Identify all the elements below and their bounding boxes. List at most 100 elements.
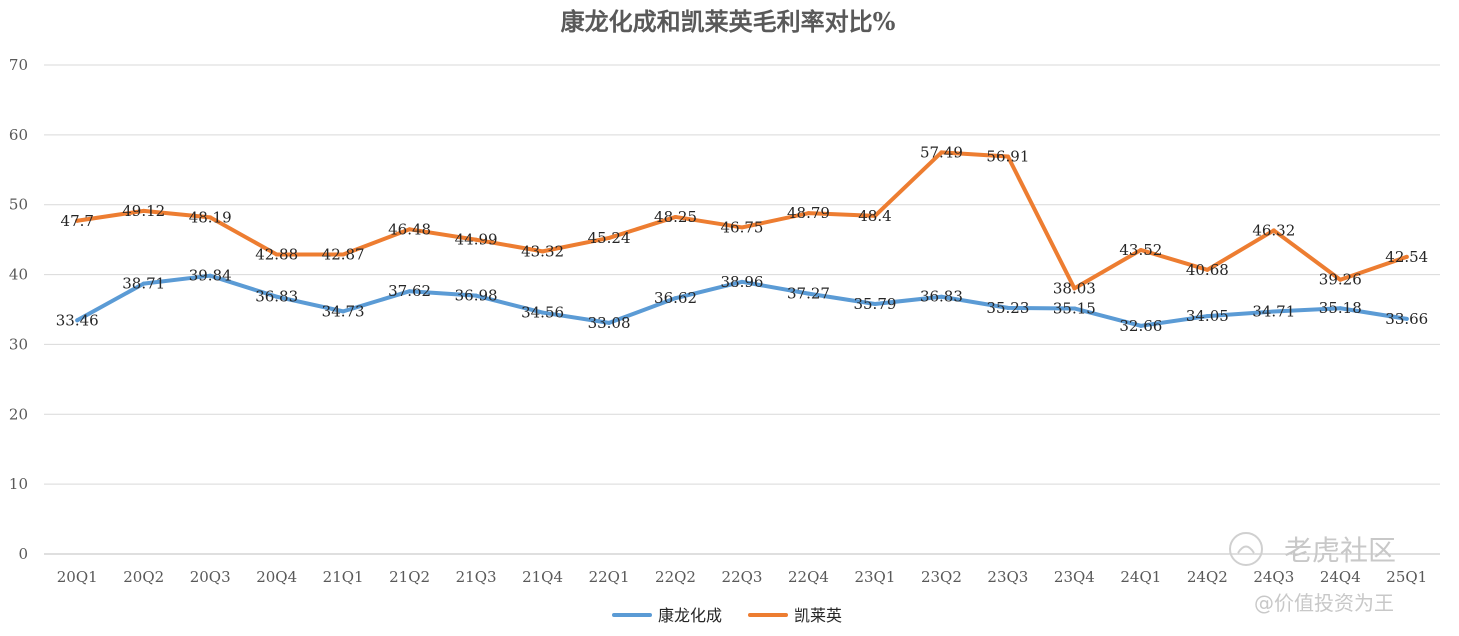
x-tick-label: 20Q2	[123, 568, 164, 586]
data-label: 56.91	[986, 147, 1029, 165]
data-point	[1338, 306, 1343, 311]
data-label: 37.62	[388, 282, 431, 300]
data-label: 36.62	[654, 289, 697, 307]
data-point	[1271, 228, 1276, 233]
y-tick-label: 70	[9, 56, 28, 74]
data-point	[1138, 323, 1143, 328]
data-label: 34.73	[322, 302, 365, 320]
legend: 康龙化成 凯莱英	[612, 606, 842, 625]
x-tick-label: 22Q4	[788, 568, 829, 586]
data-label: 42.87	[322, 246, 365, 264]
data-point	[474, 293, 479, 298]
data-point	[673, 214, 678, 219]
data-label: 49.12	[122, 202, 165, 220]
x-tick-label: 24Q2	[1187, 568, 1228, 586]
data-point	[607, 235, 612, 240]
data-label: 47.7	[61, 212, 94, 230]
watermark-logo-icon	[1229, 532, 1263, 566]
data-label: 33.46	[56, 311, 99, 329]
x-tick-label: 23Q1	[854, 568, 895, 586]
data-point	[540, 249, 545, 254]
watermark-logo-mark	[1237, 545, 1255, 554]
y-tick-label: 10	[9, 475, 28, 493]
y-tick-label: 30	[9, 335, 28, 353]
data-point	[939, 294, 944, 299]
data-point	[1205, 314, 1210, 319]
x-tick-label: 21Q2	[389, 568, 430, 586]
data-point	[806, 211, 811, 216]
x-tick-label: 22Q3	[722, 568, 763, 586]
data-label: 35.15	[1053, 299, 1096, 317]
data-label: 40.68	[1186, 261, 1229, 279]
y-tick-label: 20	[9, 405, 28, 423]
data-label: 34.05	[1186, 307, 1229, 325]
x-tick-label: 25Q1	[1386, 568, 1427, 586]
data-point	[1072, 286, 1077, 291]
data-point	[341, 252, 346, 257]
x-tick-label: 21Q3	[456, 568, 497, 586]
data-label: 34.56	[521, 304, 564, 322]
data-point	[1005, 305, 1010, 310]
x-tick-label: 20Q3	[190, 568, 231, 586]
data-label: 32.66	[1119, 317, 1162, 335]
data-label: 45.24	[588, 229, 631, 247]
data-label: 57.49	[920, 143, 963, 161]
data-label: 36.83	[920, 288, 963, 306]
data-label: 35.79	[853, 295, 896, 313]
y-tick-label: 40	[9, 266, 28, 284]
data-point	[1138, 247, 1143, 252]
y-tick-label: 0	[18, 545, 28, 563]
data-label: 42.88	[255, 245, 298, 263]
data-point	[274, 294, 279, 299]
x-tick-label: 21Q1	[323, 568, 364, 586]
data-label: 36.98	[455, 287, 498, 305]
data-label: 38.96	[721, 273, 764, 291]
x-tick-label: 23Q2	[921, 568, 962, 586]
data-point	[75, 218, 80, 223]
data-point	[806, 291, 811, 296]
data-label: 48.25	[654, 208, 697, 226]
x-tick-label: 23Q3	[987, 568, 1028, 586]
x-tick-label: 21Q4	[522, 568, 563, 586]
data-label: 46.32	[1252, 221, 1295, 239]
watermark: 老虎社区 @价值投资为王	[1229, 532, 1396, 615]
data-point	[75, 318, 80, 323]
x-tick-label: 24Q1	[1120, 568, 1161, 586]
series-lines	[75, 150, 1409, 328]
data-label: 33.66	[1385, 310, 1428, 328]
data-point	[1338, 277, 1343, 282]
data-label: 39.26	[1319, 271, 1362, 289]
data-label: 46.48	[388, 220, 431, 238]
watermark-brand: 老虎社区	[1284, 534, 1396, 567]
data-point	[939, 150, 944, 155]
data-point	[407, 227, 412, 232]
data-point	[540, 310, 545, 315]
legend-label: 凯莱英	[794, 606, 842, 625]
data-labels: 33.46 38.71 39.84 36.83 34.73 37.62 36.98 34.56…	[56, 143, 1428, 334]
data-point	[208, 215, 213, 220]
data-label: 35.23	[986, 299, 1029, 317]
data-point	[1271, 309, 1276, 314]
x-tick-label: 23Q4	[1054, 568, 1095, 586]
data-point	[1404, 254, 1409, 259]
y-axis-tick-labels: 0 10 20 30 40 50 60 70	[9, 56, 28, 563]
data-label: 48.19	[189, 208, 232, 226]
x-tick-label: 20Q1	[57, 568, 98, 586]
data-point	[407, 289, 412, 294]
data-point	[872, 301, 877, 306]
data-label: 48.79	[787, 204, 830, 222]
data-label: 43.52	[1119, 241, 1162, 259]
y-tick-label: 50	[9, 196, 28, 214]
data-point	[673, 296, 678, 301]
watermark-handle: @价值投资为王	[1254, 591, 1394, 615]
data-label: 38.03	[1053, 279, 1096, 297]
data-label: 48.4	[858, 207, 891, 225]
data-point	[141, 208, 146, 213]
data-label: 38.71	[122, 275, 165, 293]
x-tick-label: 22Q1	[589, 568, 630, 586]
data-label: 42.54	[1385, 248, 1428, 266]
data-label: 46.75	[721, 218, 764, 236]
data-point	[1205, 267, 1210, 272]
x-tick-label: 24Q4	[1320, 568, 1361, 586]
